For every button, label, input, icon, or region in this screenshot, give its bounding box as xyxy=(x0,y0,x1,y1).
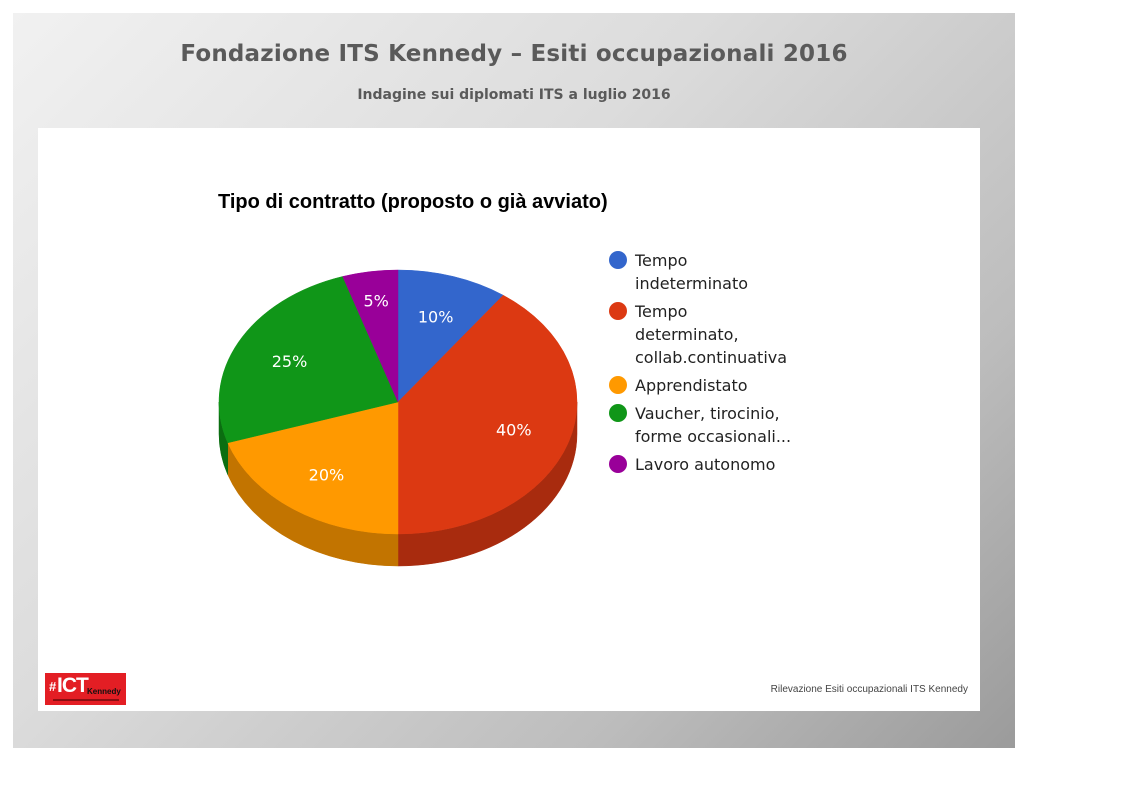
slice-label-4: 5% xyxy=(363,291,388,310)
chart-panel: Tipo di contratto (proposto o già avviat… xyxy=(38,128,980,711)
slide: Fondazione ITS Kennedy – Esiti occupazio… xyxy=(13,13,1015,748)
legend-item-3: Vaucher, tirocinio, forme occasionali... xyxy=(609,404,791,446)
page-subtitle: Indagine sui diplomati ITS a luglio 2016 xyxy=(357,87,671,103)
pie-slice-4 xyxy=(342,269,399,403)
slice-label-3: 25% xyxy=(272,352,308,371)
legend-label-0: Tempo xyxy=(634,251,687,270)
slice-label-2: 20% xyxy=(309,466,345,485)
pie-chart: Tipo di contratto (proposto o già avviat… xyxy=(218,191,791,567)
legend-label-3: forme occasionali... xyxy=(635,427,791,446)
legend-label-1: collab.continuativa xyxy=(635,348,787,367)
legend-swatch-3 xyxy=(609,404,627,422)
pie-slices xyxy=(218,269,578,535)
slice-label-0: 10% xyxy=(418,308,454,327)
legend-swatch-2 xyxy=(609,376,627,394)
legend-label-3: Vaucher, tirocinio, xyxy=(635,404,780,423)
slice-label-1: 40% xyxy=(496,421,532,440)
legend-label-4: Lavoro autonomo xyxy=(635,455,775,474)
pie-slice-1 xyxy=(397,294,578,535)
page-title: Fondazione ITS Kennedy – Esiti occupazio… xyxy=(180,41,848,67)
legend-item-2: Apprendistato xyxy=(609,376,748,395)
legend-label-0: indeterminato xyxy=(635,274,748,293)
legend-swatch-4 xyxy=(609,455,627,473)
legend-label-1: determinato, xyxy=(635,325,739,344)
pie-slice-0 xyxy=(397,269,504,403)
legend-item-1: Tempo determinato, collab.continuativa xyxy=(609,302,787,367)
legend-swatch-0 xyxy=(609,251,627,269)
legend-label-1: Tempo xyxy=(634,302,687,321)
pie-slice-2 xyxy=(227,401,399,535)
ict-kennedy-logo: # ICT Kennedy xyxy=(45,673,126,705)
chart-title: Tipo di contratto (proposto o già avviat… xyxy=(218,191,608,213)
pie-slice-3 xyxy=(218,276,399,444)
legend-item-0: Tempo indeterminato xyxy=(609,251,748,293)
source-note: Rilevazione Esiti occupazionali ITS Kenn… xyxy=(770,684,968,695)
legend-item-4: Lavoro autonomo xyxy=(609,455,775,474)
legend-swatch-1 xyxy=(609,302,627,320)
legend-label-2: Apprendistato xyxy=(635,376,748,395)
